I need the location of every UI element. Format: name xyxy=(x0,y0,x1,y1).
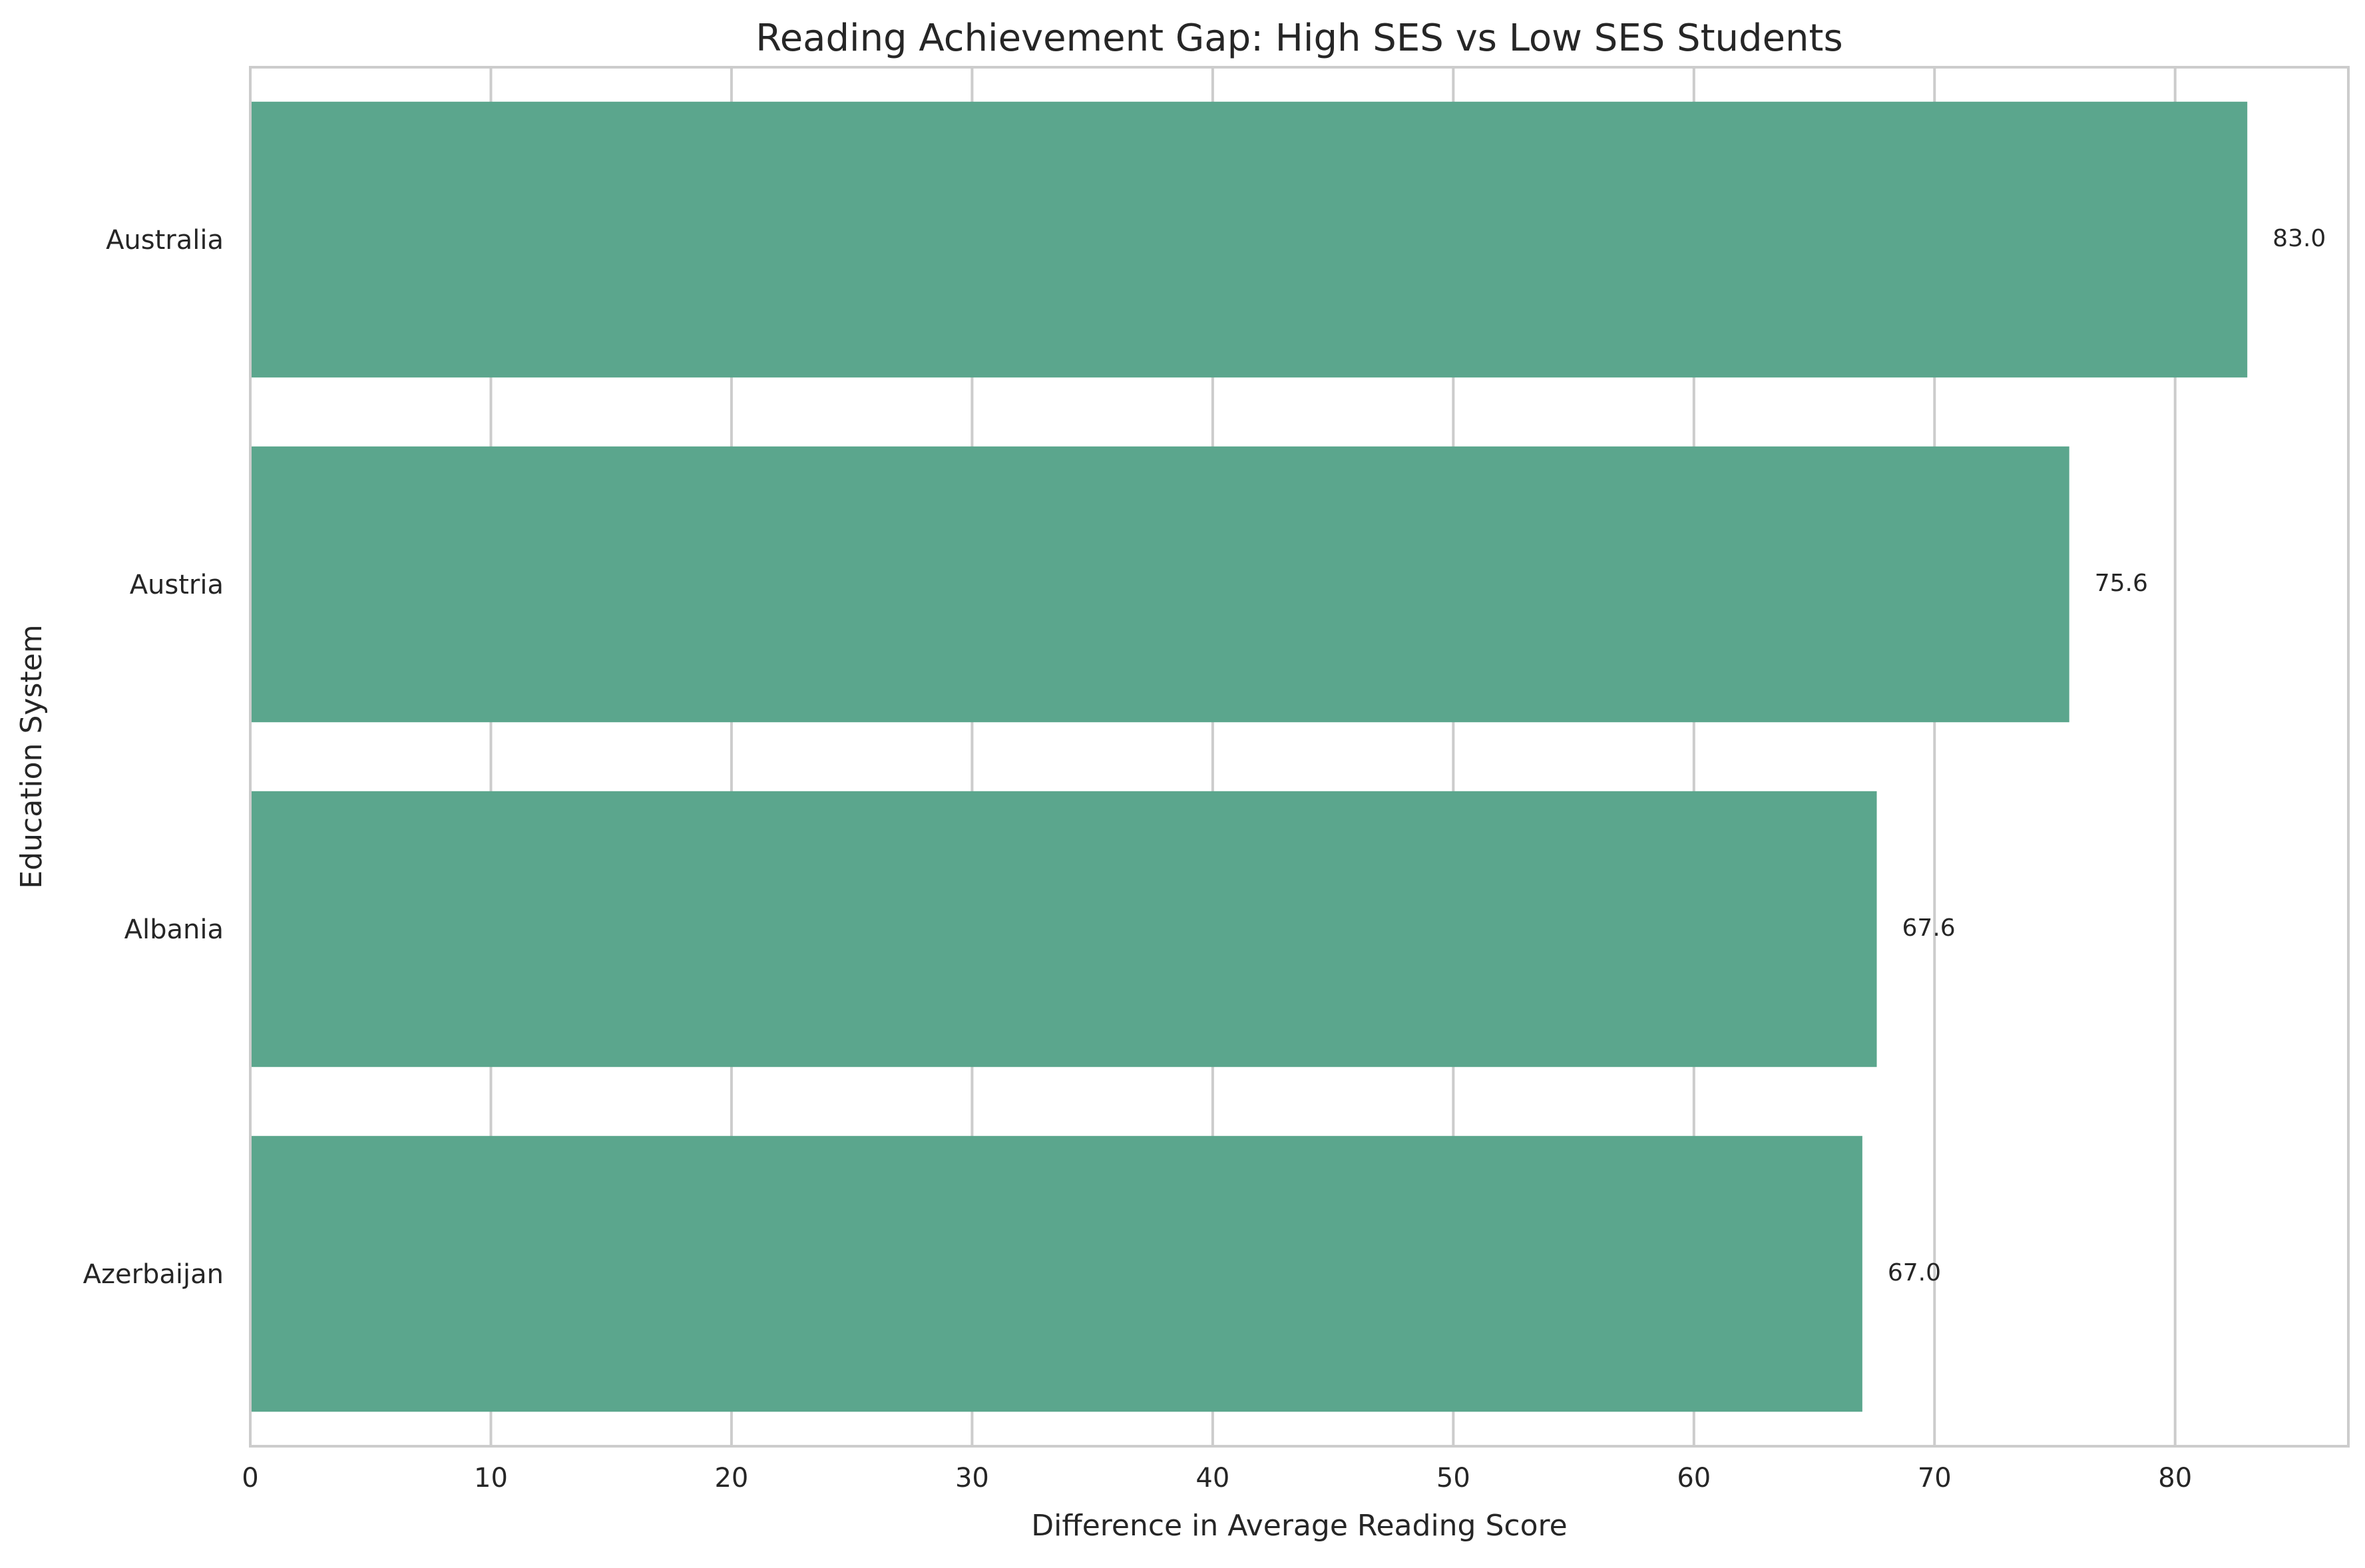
y-tick-label: Austria xyxy=(130,570,224,600)
bars xyxy=(250,101,2248,1412)
value-labels: 83.0 75.6 67.6 67.0 xyxy=(1888,225,2326,1286)
value-label: 67.6 xyxy=(1902,914,1956,942)
x-tick-label: 50 xyxy=(1436,1463,1470,1493)
x-tick-label: 20 xyxy=(714,1463,748,1493)
y-tick-label: Australia xyxy=(106,225,224,256)
y-axis-label: Education System xyxy=(15,624,49,888)
bar xyxy=(250,791,1877,1068)
x-tick-label: 10 xyxy=(474,1463,508,1493)
y-axis-ticks: Australia Austria Albania Azerbaijan xyxy=(83,225,224,1290)
x-tick-label: 30 xyxy=(955,1463,989,1493)
x-tick-label: 60 xyxy=(1677,1463,1711,1493)
bar xyxy=(250,1135,1862,1412)
bar xyxy=(250,101,2248,378)
y-tick-label: Azerbaijan xyxy=(83,1259,224,1290)
plot-frame xyxy=(249,66,2350,1448)
x-axis-ticks: 0 10 20 30 40 50 60 70 80 xyxy=(242,1463,2192,1493)
x-tick-label: 80 xyxy=(2158,1463,2192,1493)
x-axis-label: Difference in Average Reading Score xyxy=(1031,1509,1567,1543)
bar xyxy=(250,446,2069,723)
x-tick-label: 0 xyxy=(242,1463,258,1493)
value-label: 67.0 xyxy=(1888,1259,1941,1286)
chart-title: Reading Achievement Gap: High SES vs Low… xyxy=(755,17,1842,60)
x-tick-label: 40 xyxy=(1195,1463,1229,1493)
value-label: 83.0 xyxy=(2272,225,2326,252)
y-tick-label: Albania xyxy=(124,914,224,945)
value-label: 75.6 xyxy=(2095,570,2148,597)
x-tick-label: 70 xyxy=(1918,1463,1952,1493)
